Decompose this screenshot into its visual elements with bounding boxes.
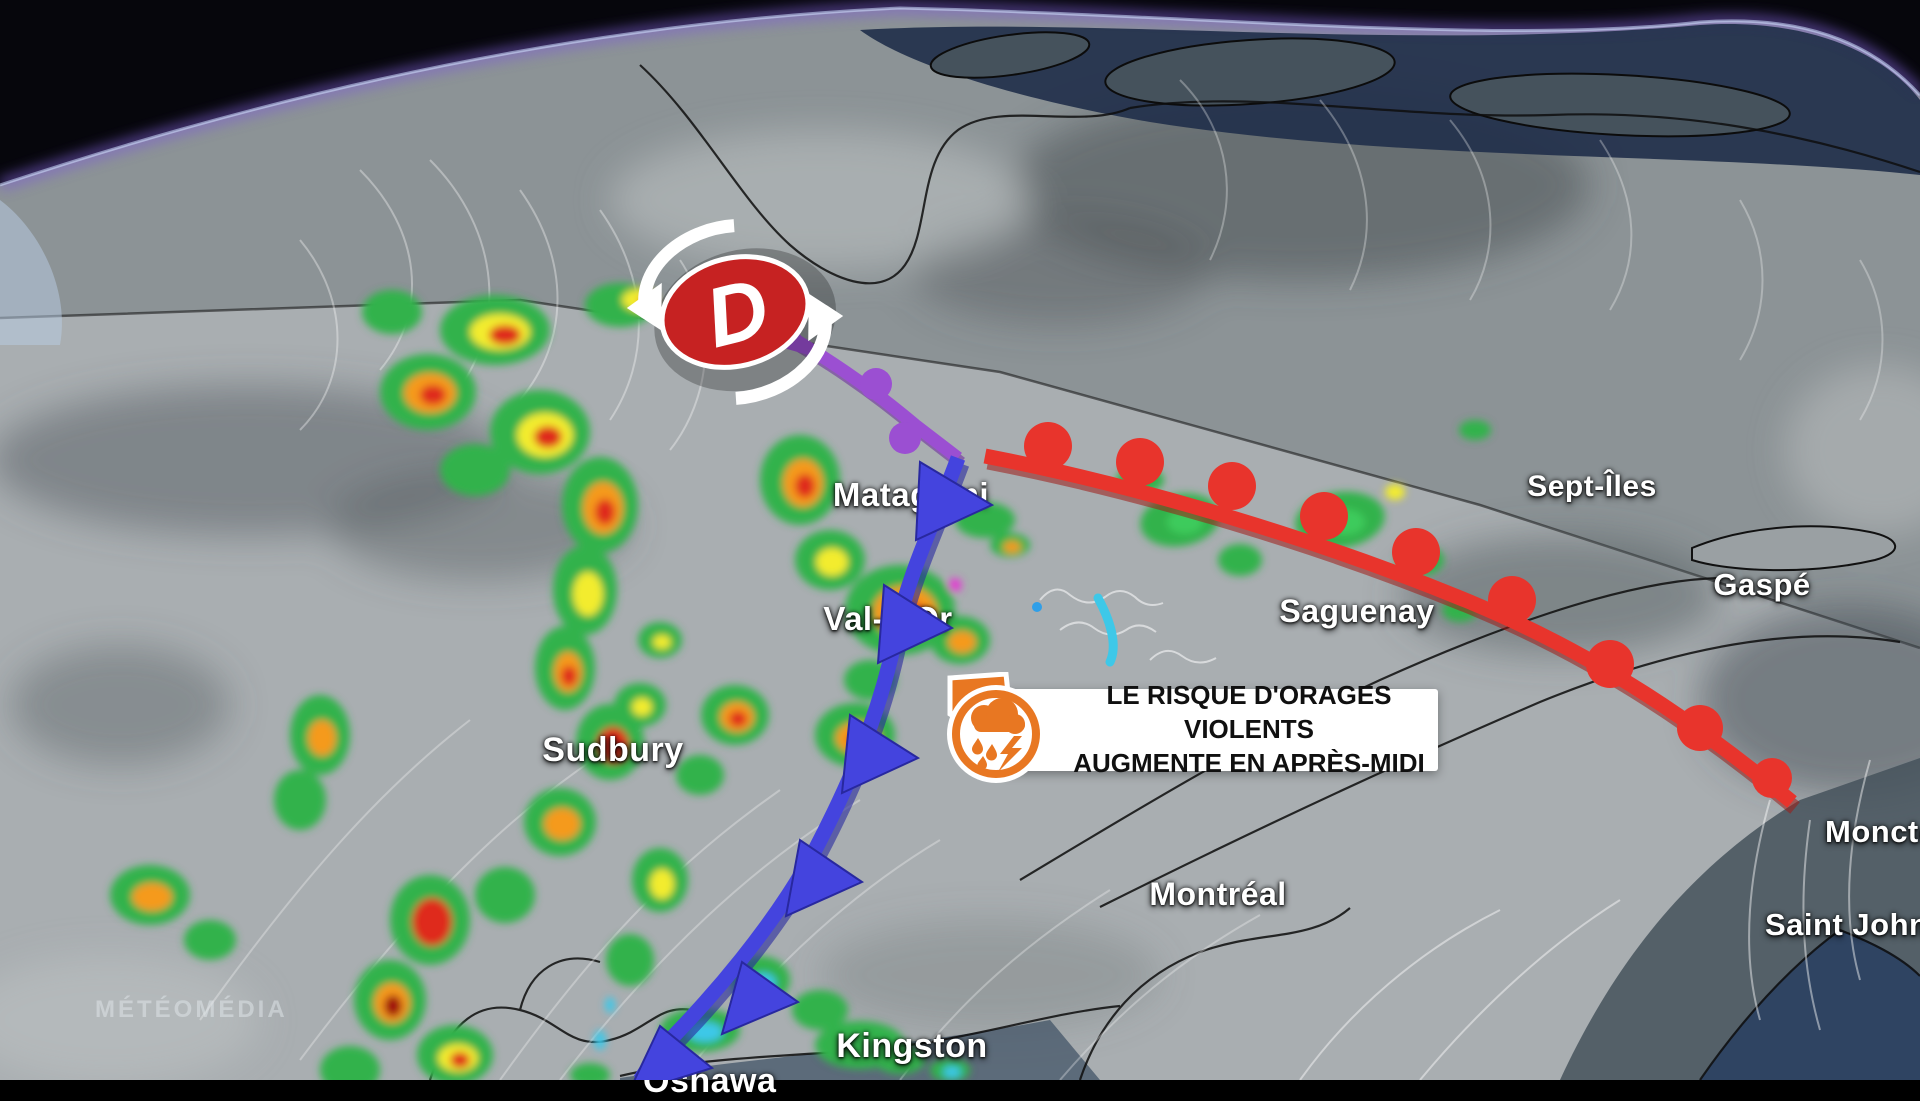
callout-line-2: AUGMENTE EN APRÈS-MIDI — [1073, 747, 1425, 778]
city-label-saguenay: Saguenay — [1279, 593, 1435, 629]
space-backdrop — [0, 0, 1920, 185]
precipitation-radar — [110, 283, 1491, 1080]
limb-cloud-streak — [0, 200, 62, 345]
anticosti-island — [1691, 525, 1897, 572]
city-label-gasp-: Gaspé — [1713, 567, 1811, 602]
city-label-montr-al: Montréal — [1149, 876, 1287, 912]
city-label-sudbury: Sudbury — [542, 731, 684, 769]
cold-front — [633, 455, 995, 1080]
callout-line-1: LE RISQUE D'ORAGES VIOLENTS — [1106, 680, 1392, 745]
city-label-moncton: Moncton — [1825, 814, 1920, 849]
watermark: MÉTÉOMÉDIA — [95, 996, 288, 1023]
low-pressure-symbol: D — [626, 219, 844, 405]
storm-cloud-glyph — [971, 698, 1025, 772]
bay-of-fundy-water — [1700, 930, 1920, 1080]
storm-risk-callout: LE RISQUE D'ORAGES VIOLENTS AUGMENTE EN … — [1002, 680, 1438, 778]
warm-front — [983, 422, 1800, 814]
cyan-streak — [1093, 593, 1118, 667]
coastlines — [428, 64, 1920, 1080]
northern-ocean — [860, 23, 1920, 175]
northern-landmasses — [929, 31, 1791, 138]
city-label-saint-john: Saint John — [1765, 907, 1920, 942]
city-label-kingston: Kingston — [836, 1027, 988, 1065]
storm-warning-icon — [947, 672, 1045, 783]
city-label-sept-les: Sept-Îles — [1527, 470, 1657, 503]
